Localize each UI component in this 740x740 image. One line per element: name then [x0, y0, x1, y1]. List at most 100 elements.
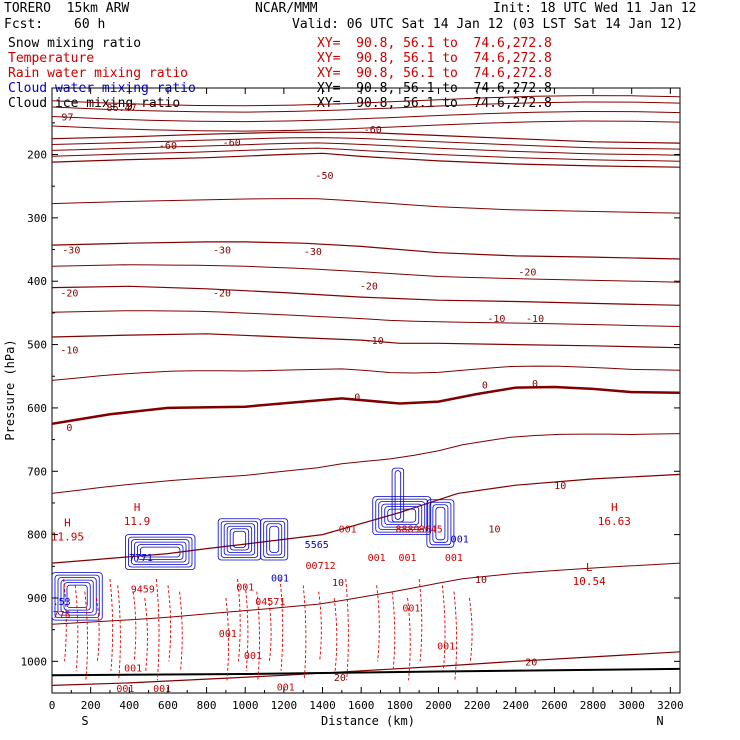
rain-water-contour	[155, 578, 160, 681]
moisture-label: 9459	[131, 584, 155, 595]
rain-water-contour	[117, 585, 121, 681]
x-tick-label: 3200	[657, 699, 684, 712]
extremum-value: 11.95	[51, 531, 84, 544]
y-tick-label: 300	[27, 212, 47, 225]
rain-water-contour	[267, 597, 272, 662]
legend-xy-snow: XY= 90.8, 56.1 to 74.6,272.8	[317, 36, 552, 51]
cloud-water-contour	[263, 520, 286, 558]
model-title: TORERO 15km ARW	[4, 1, 130, 16]
rain-water-contour	[391, 591, 396, 671]
isotherm-label: -20	[518, 268, 536, 279]
cloud-water-contour	[394, 470, 402, 520]
extremum-marker: H	[64, 517, 71, 530]
rain-water-contour	[453, 591, 458, 681]
cloud-water-contour	[125, 534, 196, 570]
moisture-label: 001	[153, 684, 171, 695]
x-tick-label: 2600	[541, 699, 568, 712]
isotherm-line	[51, 433, 681, 494]
plot-frame	[51, 87, 681, 694]
extremum-marker: L	[586, 561, 593, 574]
rain-water-contour	[167, 585, 172, 662]
cloud-water-cell	[260, 518, 289, 561]
moisture-label: 04571	[255, 597, 285, 608]
rain-water-contour	[74, 585, 79, 671]
cloud-water-contour	[266, 523, 283, 556]
rain-water-contour	[132, 591, 137, 662]
isotherm--30	[51, 241, 681, 260]
x-tick-label: 2800	[580, 699, 607, 712]
rain-water-contour	[179, 591, 183, 671]
cloud-water-contour	[381, 503, 423, 528]
isotherm-label: 0	[354, 393, 360, 404]
isotherm-label: 10	[475, 575, 487, 586]
cloud-water-contour	[435, 506, 446, 541]
cloud-water-contour	[269, 525, 280, 553]
moisture-label: 8889	[395, 524, 419, 535]
x-tick-label: 3000	[618, 699, 645, 712]
isotherm-label: -30	[213, 246, 231, 257]
isotherm-label: 10	[332, 578, 344, 589]
rain-water-contour	[144, 597, 148, 671]
valid-time: Valid: 06 UTC Sat 14 Jan 12 (03 LST Sat …	[292, 17, 684, 32]
rain-water-contour	[468, 597, 473, 662]
cloud-water-cell	[217, 518, 262, 561]
south-end-label: S	[81, 714, 88, 728]
rain-water-contour	[225, 597, 230, 681]
cloud-water-contour	[54, 574, 100, 619]
isotherm-line	[51, 110, 681, 123]
rain-water-contour	[333, 597, 338, 671]
x-tick-label: 1800	[387, 699, 414, 712]
cloud-water-contour	[223, 523, 256, 556]
x-tick-label: 0	[49, 699, 56, 712]
x-tick-label: 400	[119, 699, 139, 712]
cloud-water-contour	[432, 504, 449, 543]
legend-xy-temperature: XY= 90.8, 56.1 to 74.6,272.8	[317, 51, 552, 66]
y-tick-label: 700	[27, 465, 47, 478]
rain-water-contour	[237, 578, 241, 662]
x-tick-label: 2200	[464, 699, 491, 712]
moisture-label: 7771	[129, 553, 153, 564]
rain-water-contour	[302, 585, 307, 681]
moisture-label: 001	[402, 603, 420, 614]
rain-water-contour	[279, 578, 284, 671]
rain-water-contour	[109, 578, 114, 671]
isotherm-line	[51, 147, 681, 162]
center-name: NCAR/MMM	[255, 1, 318, 16]
cloud-water-cell	[125, 534, 196, 570]
isotherm-label: 10	[554, 481, 566, 492]
cloud-water-contour	[375, 498, 429, 533]
x-tick-label: 200	[81, 699, 101, 712]
x-tick-label: 1000	[232, 699, 259, 712]
x-tick-label: 2000	[425, 699, 452, 712]
isotherm-label: -10	[366, 336, 384, 347]
isotherm-label: -10	[487, 314, 505, 325]
isotherm-label: -50	[315, 171, 333, 182]
isotherm-line	[51, 120, 681, 132]
isotherm-label: -20	[60, 289, 78, 300]
moisture-label: 001	[451, 534, 469, 545]
cloud-water-cell	[391, 467, 405, 523]
moisture-label: 001	[271, 574, 289, 585]
moisture-label: 5565	[305, 540, 329, 551]
x-tick-label: 2400	[503, 699, 530, 712]
isotherm-label: -30	[62, 246, 80, 257]
isotherm-0	[51, 385, 681, 426]
moisture-label: .53	[53, 597, 71, 608]
top-contour-label: 86.47	[107, 103, 137, 114]
cloud-water-contour	[260, 518, 289, 561]
isotherm-label: 20	[334, 673, 346, 684]
extremum-value: 10.54	[573, 575, 606, 588]
isotherm-20	[51, 651, 681, 686]
moisture-label: 001	[445, 553, 463, 564]
isotherm-label: 10	[488, 524, 500, 535]
y-tick-label: 200	[27, 149, 47, 162]
moisture-label: 8645	[419, 524, 443, 535]
isotherm-line	[51, 142, 681, 156]
cloud-water-contour	[134, 541, 187, 563]
rain-water-contour	[441, 585, 446, 671]
isotherm-line	[51, 101, 681, 113]
y-tick-label: 600	[27, 402, 47, 415]
y-tick-label: 1000	[21, 655, 48, 668]
rain-water-contour	[376, 585, 380, 662]
